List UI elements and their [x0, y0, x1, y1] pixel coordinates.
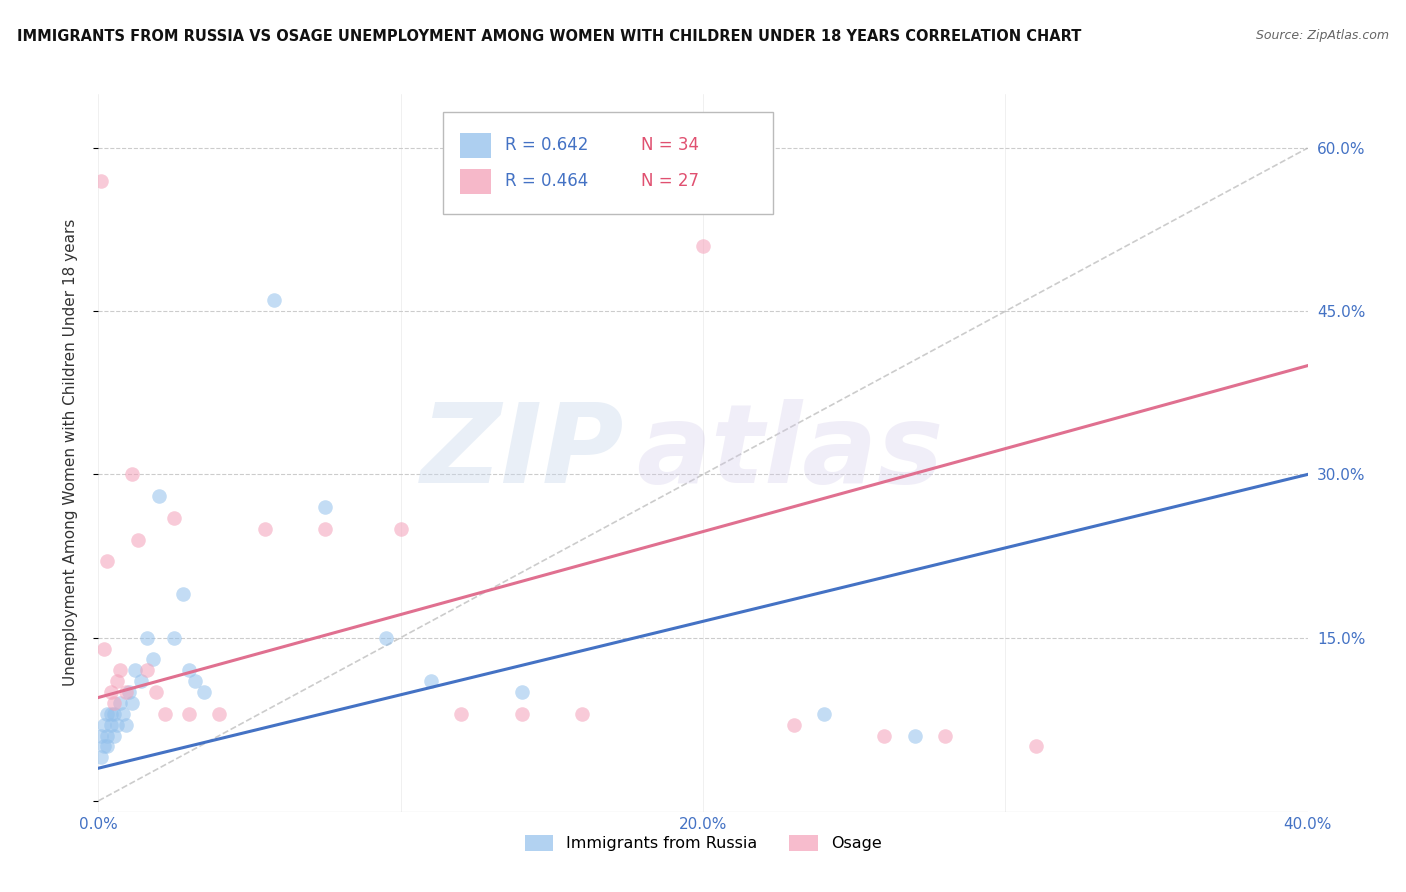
Osage	[253, 522, 276, 536]
Immigrants from Russia	[813, 706, 835, 721]
Osage	[314, 522, 336, 536]
Immigrants from Russia	[510, 685, 533, 699]
Text: N = 34: N = 34	[641, 136, 699, 154]
Osage	[208, 706, 231, 721]
Immigrants from Russia	[179, 663, 201, 677]
Osage	[90, 174, 112, 188]
Osage	[100, 685, 122, 699]
Immigrants from Russia	[111, 706, 134, 721]
Text: Source: ZipAtlas.com: Source: ZipAtlas.com	[1256, 29, 1389, 42]
Osage	[153, 706, 176, 721]
Immigrants from Russia	[93, 739, 115, 754]
Text: R = 0.464: R = 0.464	[505, 172, 588, 190]
Osage	[389, 522, 412, 536]
Immigrants from Russia	[193, 685, 215, 699]
Immigrants from Russia	[124, 663, 146, 677]
Immigrants from Russia	[184, 674, 207, 689]
Osage	[1024, 739, 1046, 754]
Immigrants from Russia	[172, 587, 194, 601]
Immigrants from Russia	[100, 717, 122, 731]
Y-axis label: Unemployment Among Women with Children Under 18 years: Unemployment Among Women with Children U…	[63, 219, 77, 686]
Text: IMMIGRANTS FROM RUSSIA VS OSAGE UNEMPLOYMENT AMONG WOMEN WITH CHILDREN UNDER 18 : IMMIGRANTS FROM RUSSIA VS OSAGE UNEMPLOY…	[17, 29, 1081, 44]
Text: atlas: atlas	[637, 400, 943, 506]
Immigrants from Russia	[374, 631, 396, 645]
Immigrants from Russia	[90, 729, 112, 743]
Osage	[450, 706, 472, 721]
Osage	[114, 685, 136, 699]
Immigrants from Russia	[148, 489, 170, 503]
Immigrants from Russia	[163, 631, 186, 645]
Osage	[163, 511, 186, 525]
Immigrants from Russia	[129, 674, 152, 689]
Osage	[934, 729, 956, 743]
Immigrants from Russia	[314, 500, 336, 514]
Osage	[692, 239, 714, 253]
Immigrants from Russia	[103, 706, 125, 721]
Osage	[571, 706, 593, 721]
Immigrants from Russia	[103, 729, 125, 743]
Osage	[873, 729, 896, 743]
Immigrants from Russia	[263, 293, 285, 308]
Immigrants from Russia	[121, 696, 143, 710]
Immigrants from Russia	[135, 631, 157, 645]
Immigrants from Russia	[90, 750, 112, 764]
Immigrants from Russia	[96, 706, 118, 721]
Immigrants from Russia	[96, 729, 118, 743]
Osage	[103, 696, 125, 710]
Text: ZIP: ZIP	[420, 400, 624, 506]
Immigrants from Russia	[118, 685, 141, 699]
Immigrants from Russia	[105, 717, 128, 731]
Osage	[121, 467, 143, 482]
Immigrants from Russia	[93, 717, 115, 731]
Immigrants from Russia	[96, 739, 118, 754]
Legend: Immigrants from Russia, Osage: Immigrants from Russia, Osage	[519, 829, 887, 857]
Text: R = 0.642: R = 0.642	[505, 136, 588, 154]
Osage	[105, 674, 128, 689]
Osage	[93, 641, 115, 656]
Osage	[135, 663, 157, 677]
Immigrants from Russia	[904, 729, 927, 743]
Osage	[145, 685, 167, 699]
Osage	[510, 706, 533, 721]
Osage	[127, 533, 149, 547]
Immigrants from Russia	[108, 696, 131, 710]
Osage	[96, 554, 118, 568]
Immigrants from Russia	[114, 717, 136, 731]
Immigrants from Russia	[142, 652, 165, 666]
Immigrants from Russia	[100, 706, 122, 721]
Osage	[108, 663, 131, 677]
Text: N = 27: N = 27	[641, 172, 699, 190]
Immigrants from Russia	[420, 674, 443, 689]
Osage	[783, 717, 806, 731]
Osage	[179, 706, 201, 721]
